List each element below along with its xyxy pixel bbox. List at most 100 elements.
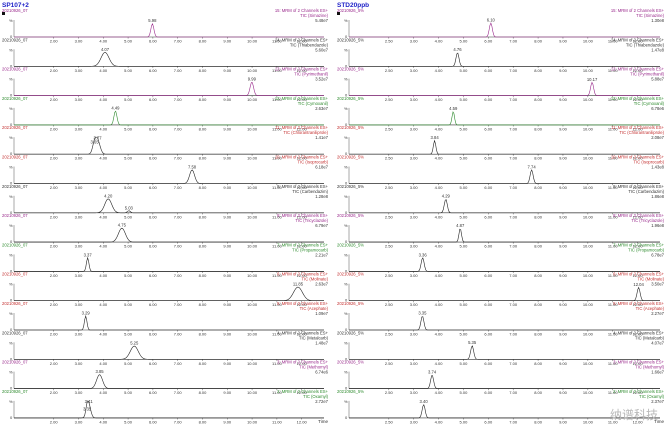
x-tick-label: 2.00 (50, 419, 59, 424)
trace-compound: TIC (Simazine) (636, 13, 665, 18)
x-tick-label: 10.00 (247, 390, 258, 395)
x-tick-label: 12.00 (297, 390, 308, 395)
x-tick-label: 10.00 (583, 390, 594, 395)
x-tick-label: 5.00 (460, 68, 469, 73)
trace-title: 6: MRM of 2 Channels ES+ (613, 272, 664, 277)
trace-line (349, 169, 660, 184)
trace-line (349, 404, 660, 419)
trace-line (14, 23, 324, 38)
x-tick-label: 10.00 (247, 39, 258, 44)
sample-id: 20210926_5% (337, 389, 364, 394)
y-axis-label-0: 0 (345, 386, 348, 391)
x-tick-label: 11.00 (272, 361, 282, 366)
y-axis-label-100: % (9, 165, 13, 170)
trace-compound: TIC (Oxamyl) (639, 394, 664, 399)
x-tick-label: 3.00 (75, 39, 84, 44)
x-tick-label: 8.00 (534, 68, 543, 73)
y-axis-label-100: % (9, 282, 13, 287)
x-tick-label: 10.00 (247, 273, 258, 278)
x-tick-label: 4.00 (99, 332, 108, 337)
sample-id: 20210926_07 (2, 213, 28, 218)
x-tick-label: 3.00 (75, 302, 84, 307)
x-tick-label: 2.50 (385, 361, 394, 366)
x-tick-label: 8.00 (199, 244, 208, 249)
x-tick-label: 11.00 (272, 273, 282, 278)
sample-id: 20210926_5% (337, 125, 364, 130)
sample-id: 20210926_5% (337, 8, 364, 13)
y-axis-label-0: 0 (345, 268, 348, 273)
x-tick-label: 5.00 (124, 244, 133, 249)
peak-label: 3.40 (420, 399, 429, 404)
x-tick-label: 2.00 (50, 126, 59, 131)
x-tick-label: 12.00 (297, 244, 308, 249)
x-tick-label: 8.00 (534, 273, 543, 278)
y-axis-label-100: % (9, 47, 13, 52)
x-tick-label: 5.00 (124, 156, 133, 161)
y-axis-label-100: % (344, 165, 348, 170)
trace-intensity: 1.86e8 (651, 194, 664, 199)
x-tick-label: 2.50 (385, 390, 394, 395)
x-tick-label: 6.00 (484, 302, 493, 307)
x-tick-label: 7.00 (509, 97, 518, 102)
peak-label: 5.25 (130, 341, 139, 346)
x-tick-label: 7.00 (174, 97, 183, 102)
sample-id: 20210926_07 (2, 242, 28, 247)
x-tick-label: 4.00 (435, 332, 444, 337)
x-tick-label: 10.00 (247, 126, 258, 131)
x-tick-label: 2.00 (50, 244, 59, 249)
x-tick-label: 9.00 (559, 244, 568, 249)
x-tick-label: 5.00 (124, 126, 133, 131)
x-tick-label: 2.50 (385, 244, 394, 249)
x-tick-label: 3.00 (410, 214, 419, 219)
x-tick-label: 12.00 (297, 214, 308, 219)
x-tick-label: 7.00 (509, 390, 518, 395)
x-tick-label: 3.00 (75, 68, 84, 73)
x-tick-label: 4.00 (435, 126, 444, 131)
x-tick-label: 11.00 (272, 68, 282, 73)
trace-line (14, 82, 324, 96)
x-tick-label: 4.00 (99, 97, 108, 102)
x-tick-label: 9.00 (223, 97, 232, 102)
x-tick-label: 8.00 (534, 185, 543, 190)
x-tick-label: 7.00 (509, 302, 518, 307)
x-tick-label: 2.00 (50, 214, 59, 219)
trace-line (349, 139, 660, 155)
x-tick-label: 2.50 (385, 126, 394, 131)
x-tick-label: 10.00 (583, 244, 594, 249)
x-tick-label: 6.00 (484, 97, 493, 102)
x-tick-label: 9.00 (223, 156, 232, 161)
trace-intensity: 6.18e7 (315, 165, 328, 170)
x-tick-label: 10.00 (247, 68, 258, 73)
y-axis-label-0: 0 (10, 151, 13, 156)
x-tick-label: 2.50 (385, 302, 394, 307)
x-tick-label: 10.00 (247, 97, 258, 102)
x-tick-label: 5.00 (124, 273, 133, 278)
sample-id: 20210926_5% (337, 213, 364, 218)
x-tick-label: 11.00 (272, 185, 282, 190)
x-tick-label: 12.00 (297, 68, 308, 73)
x-tick-label: 4.00 (99, 126, 108, 131)
x-tick-label: 11.00 (272, 332, 282, 337)
y-axis-label-0: 0 (345, 63, 348, 68)
x-tick-label: 11.00 (608, 244, 618, 249)
peak-label: 5.35 (468, 340, 477, 345)
x-tick-label: 2.00 (50, 361, 59, 366)
trace-line (349, 316, 660, 331)
x-tick-label: 10.00 (247, 214, 258, 219)
x-tick-label: 5.00 (460, 361, 469, 366)
x-tick-label: 8.00 (534, 361, 543, 366)
trace-line (14, 374, 324, 389)
x-tick-label: 3.00 (75, 390, 84, 395)
x-tick-label: 6.00 (149, 185, 158, 190)
x-tick-label: 5.00 (124, 214, 133, 219)
x-tick-label: 11.00 (608, 97, 618, 102)
trace-title: 7: MRM of 2 Channels ES+ (613, 242, 664, 247)
x-tick-label: 8.00 (199, 302, 208, 307)
x-tick-label: 7.00 (509, 244, 518, 249)
x-tick-label: 11.00 (608, 332, 618, 337)
trace-line (349, 81, 660, 96)
trace-compound: TIC (Chlorantraniliprole) (283, 130, 328, 135)
sample-id: 20210926_07 (2, 184, 28, 189)
trace-intensity: 2.08e7 (651, 135, 664, 140)
trace-compound: TIC (Simazine) (300, 13, 329, 18)
